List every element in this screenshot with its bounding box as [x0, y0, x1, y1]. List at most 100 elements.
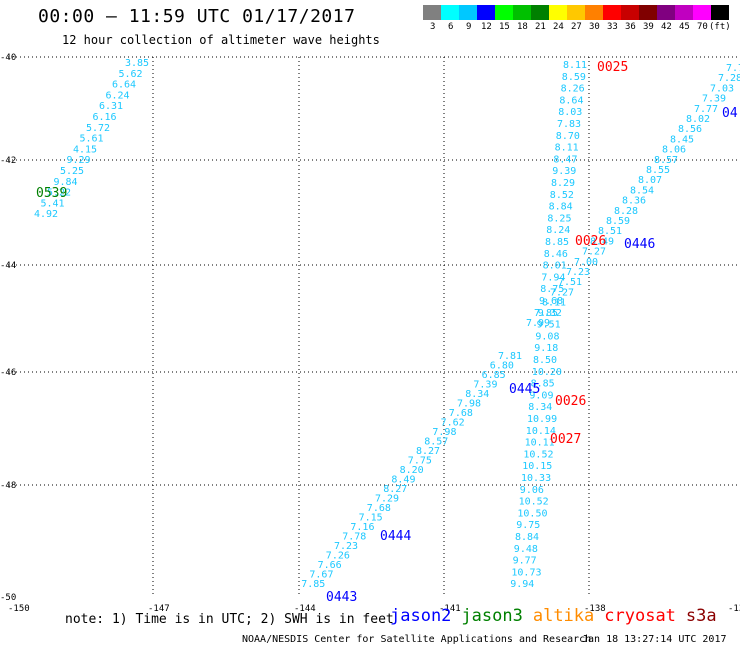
legend-label: 39 — [643, 22, 654, 32]
legend-swatch — [567, 5, 585, 20]
wave-value-nw: 5.61 — [80, 134, 104, 145]
legend-swatch — [621, 5, 639, 20]
wave-value-main: 7.83 — [557, 119, 581, 130]
lat-tick-label: -50 — [0, 593, 16, 603]
legend-swatch — [711, 5, 729, 20]
pass-time-0026: 0026 — [575, 234, 606, 249]
wave-value-main: 8.47 — [553, 154, 577, 165]
wave-value-ne: 8.59 — [606, 216, 630, 227]
wave-value-main: 8.34 — [528, 402, 552, 413]
wave-value-main: 9.08 — [535, 331, 559, 342]
satellite-label-s3a: s3a — [685, 606, 717, 626]
pass-time-0443: 0443 — [326, 590, 357, 605]
wave-value-ne: 8.07 — [638, 175, 662, 186]
wave-value-ne: 8.36 — [622, 196, 646, 207]
wave-value-main: 8.01 — [543, 261, 567, 272]
wave-value-sw: 7.85 — [301, 579, 325, 590]
wave-value-ne: 8.55 — [646, 165, 670, 176]
pass-time-0446: 0446 — [624, 237, 655, 252]
wave-value-sw: 7.98 — [432, 427, 456, 438]
wave-value-main: 8.11 — [555, 143, 579, 154]
wave-value-sw: 7.29 — [375, 494, 399, 505]
legend-swatch — [531, 5, 549, 20]
satellite-label-jason2: jason2 — [390, 606, 452, 626]
pass-time-0025: 0025 — [597, 60, 628, 75]
color-legend — [423, 5, 729, 20]
legend-label: 21 — [535, 22, 546, 32]
wave-value-sw: 8.20 — [400, 465, 424, 476]
wave-value-ne: 7.27 — [550, 287, 574, 298]
wave-value-main: 9.75 — [516, 520, 540, 531]
wave-value-main: 8.59 — [562, 72, 586, 83]
legend-label: (ft) — [709, 22, 731, 32]
lon-tick-label: -138 — [584, 604, 606, 614]
wave-value-sw: 7.68 — [449, 408, 473, 419]
wave-value-sw: 8.57 — [424, 437, 448, 448]
wave-value-main: 10.11 — [525, 438, 555, 449]
pass-time-labels: 0539 0025 0026 0446 0445 0026 0027 0444 0443 04 — [36, 60, 738, 605]
legend-swatch — [693, 5, 711, 20]
lat-tick-label: -40 — [0, 53, 16, 63]
wave-value-sw: 8.27 — [383, 484, 407, 495]
legend-label: 27 — [571, 22, 582, 32]
wave-value-main: 10.15 — [522, 461, 552, 472]
wave-value-nw: 5.62 — [119, 69, 143, 80]
wave-value-ne: 7.99 — [526, 318, 550, 329]
wave-value-main: 10.20 — [532, 367, 562, 378]
legend-swatch — [549, 5, 567, 20]
wave-value-main: 8.26 — [561, 84, 585, 95]
legend-swatch — [675, 5, 693, 20]
lon-tick-label: -135 — [728, 604, 740, 614]
wave-value-nw: 6.24 — [106, 90, 130, 101]
lon-tick-label: -144 — [294, 604, 316, 614]
wave-value-main: 8.29 — [551, 178, 575, 189]
wave-value-sw: 7.62 — [441, 418, 465, 429]
wave-value-sw: 7.23 — [334, 541, 358, 552]
pass-time-0445: 0445 — [509, 382, 540, 397]
wave-value-main: 9.77 — [513, 556, 537, 567]
pass-time-0444: 0444 — [380, 529, 411, 544]
wave-value-main: 10.14 — [526, 426, 556, 437]
wave-value-ne: 7.03 — [710, 83, 734, 94]
satellite-label-altika: altika — [532, 606, 595, 626]
wave-value-sw: 7.66 — [318, 560, 342, 571]
wave-value-main: 9.09 — [529, 390, 553, 401]
legend-swatch — [639, 5, 657, 20]
wave-value-main: 10.33 — [521, 473, 551, 484]
lat-tick-label: -42 — [0, 156, 16, 166]
legend-label: 15 — [499, 22, 510, 32]
wave-value-sw: 7.15 — [359, 513, 383, 524]
wave-value-main: 9.48 — [514, 544, 538, 555]
legend-label: 70 — [697, 22, 708, 32]
legend-label: 12 — [481, 22, 492, 32]
wave-value-main: 8.85 — [531, 379, 555, 390]
wave-value-nw: 6.16 — [93, 112, 117, 123]
wave-value-ne: 8.56 — [678, 124, 702, 135]
legend-swatch — [513, 5, 531, 20]
wave-value-main: 10.52 — [519, 497, 549, 508]
wave-value-sw: 7.98 — [457, 399, 481, 410]
wave-value-ne: 7.28 — [718, 73, 740, 84]
wave-value-main: 9.68 — [539, 296, 563, 307]
wave-value-main: 10.99 — [527, 414, 557, 425]
pass-time-04: 04 — [722, 106, 738, 121]
wave-value-sw: 7.16 — [350, 522, 374, 533]
legend-label: 9 — [466, 22, 472, 32]
lon-tick-label: -150 — [8, 604, 30, 614]
wave-value-sw: 7.26 — [326, 551, 350, 562]
wave-value-main: 9.18 — [534, 343, 558, 354]
wave-value-main: 8.11 — [563, 60, 587, 71]
legend-label: 24 — [553, 22, 564, 32]
credit-line: NOAA/NESDIS Center for Satellite Applica… — [242, 634, 592, 645]
legend-swatch — [423, 5, 441, 20]
wave-value-ne: 7.51 — [558, 277, 582, 288]
wave-value-main: 8.84 — [549, 202, 573, 213]
wave-value-ne: 8.54 — [630, 185, 654, 196]
wave-value-main: 9.51 — [537, 320, 561, 331]
wave-value-nw: 3.85 — [125, 58, 149, 69]
map-axes: -40 -42 -44 -46 -48 -50-150 -147 -144 -141 -138 -1… — [0, 53, 740, 614]
wave-value-main: 8.03 — [558, 107, 582, 118]
wave-value-main: 8.24 — [546, 225, 570, 236]
wave-value-main: 8.84 — [515, 532, 539, 543]
wave-value-nw: 6.64 — [112, 80, 136, 91]
